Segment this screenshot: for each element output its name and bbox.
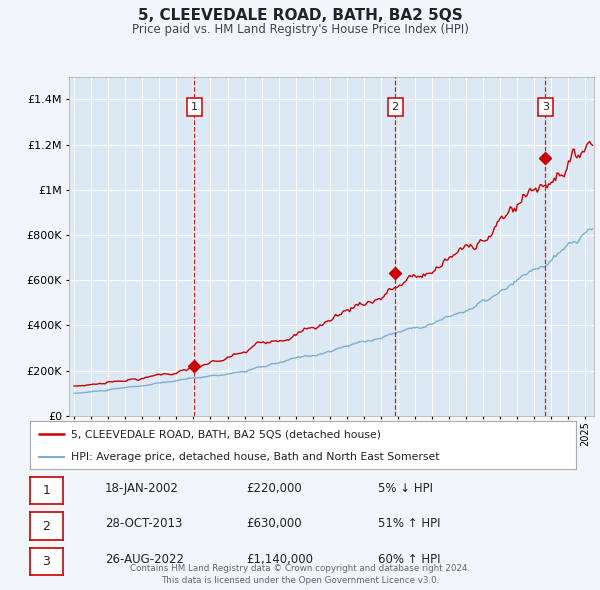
Text: 3: 3 (43, 555, 50, 568)
Text: 1: 1 (43, 484, 50, 497)
Text: 3: 3 (542, 102, 549, 112)
Text: £220,000: £220,000 (246, 481, 302, 495)
Text: 1: 1 (191, 102, 198, 112)
Text: Price paid vs. HM Land Registry's House Price Index (HPI): Price paid vs. HM Land Registry's House … (131, 23, 469, 36)
Text: 18-JAN-2002: 18-JAN-2002 (105, 481, 179, 495)
Text: 60% ↑ HPI: 60% ↑ HPI (378, 552, 440, 566)
Text: 28-OCT-2013: 28-OCT-2013 (105, 517, 182, 530)
Text: HPI: Average price, detached house, Bath and North East Somerset: HPI: Average price, detached house, Bath… (71, 452, 439, 462)
Text: 51% ↑ HPI: 51% ↑ HPI (378, 517, 440, 530)
Text: 2: 2 (392, 102, 398, 112)
Text: 5, CLEEVEDALE ROAD, BATH, BA2 5QS: 5, CLEEVEDALE ROAD, BATH, BA2 5QS (137, 8, 463, 22)
Text: £1,140,000: £1,140,000 (246, 552, 313, 566)
Text: 5% ↓ HPI: 5% ↓ HPI (378, 481, 433, 495)
Text: 5, CLEEVEDALE ROAD, BATH, BA2 5QS (detached house): 5, CLEEVEDALE ROAD, BATH, BA2 5QS (detac… (71, 429, 381, 439)
Text: £630,000: £630,000 (246, 517, 302, 530)
Text: 26-AUG-2022: 26-AUG-2022 (105, 552, 184, 566)
Text: 2: 2 (43, 520, 50, 533)
Text: Contains HM Land Registry data © Crown copyright and database right 2024.
This d: Contains HM Land Registry data © Crown c… (130, 564, 470, 585)
